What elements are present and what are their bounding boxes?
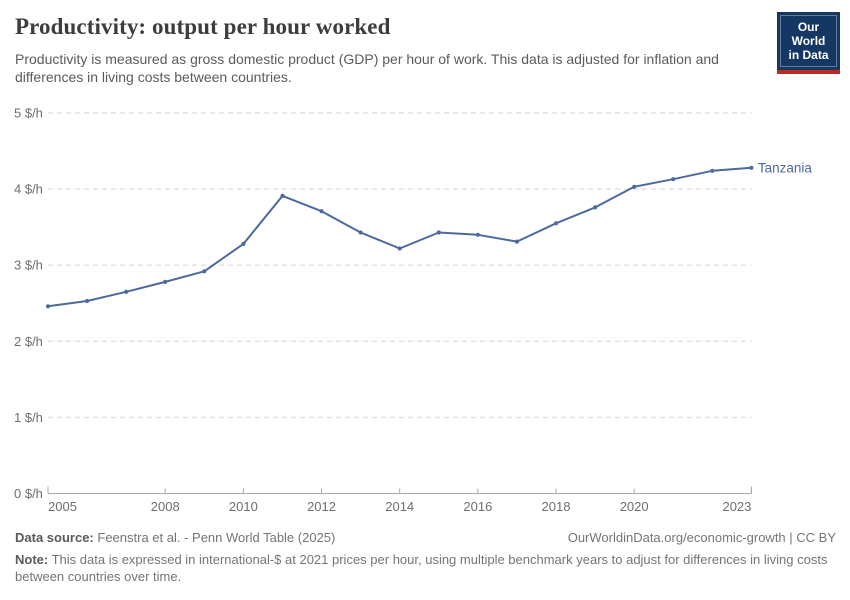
note-label: Note: [15, 552, 49, 567]
owid-logo-line1: Our World [791, 20, 826, 48]
note-row: Note: This data is expressed in internat… [15, 551, 836, 585]
y-axis-tick-label: 3 $/h [14, 258, 43, 273]
data-source: Data source: Feenstra et al. - Penn Worl… [15, 530, 335, 546]
note-text: This data is expressed in international-… [15, 552, 828, 584]
chart-footer: Data source: Feenstra et al. - Penn Worl… [15, 530, 836, 585]
data-point [671, 177, 676, 182]
data-point [553, 221, 559, 226]
y-axis-tick-label: 2 $/h [14, 334, 43, 349]
y-axis-tick-label: 0 $/h [14, 486, 43, 501]
data-point [514, 239, 520, 244]
owid-logo-text: Our World in Data [780, 15, 837, 67]
data-source-text: Feenstra et al. - Penn World Table (2025… [97, 530, 336, 545]
data-point [593, 205, 598, 210]
data-point [632, 184, 637, 189]
page-title: Productivity: output per hour worked [15, 14, 391, 39]
x-axis-tick-label: 2018 [542, 499, 571, 514]
x-axis-tick-label: 2008 [151, 499, 180, 514]
data-point [475, 232, 480, 237]
owid-logo-red-stripe [777, 70, 840, 74]
data-point [749, 165, 754, 170]
data-point [241, 241, 246, 246]
y-axis-tick-label: 5 $/h [14, 106, 43, 121]
series-label: Tanzania [758, 160, 813, 175]
y-axis-tick-label: 4 $/h [14, 182, 43, 197]
credit-text: OurWorldinData.org/economic-growth | CC … [567, 530, 836, 545]
data-point [397, 246, 402, 251]
x-axis-tick-label: 2020 [620, 499, 649, 514]
x-axis-tick-label: 2023 [722, 499, 751, 514]
data-point [163, 279, 168, 284]
data-point [280, 193, 285, 198]
data-point [358, 230, 363, 235]
y-axis-tick-label: 1 $/h [14, 410, 43, 425]
chart-area: 0 $/h 1 $/h 2 $/h 3 $/h 4 $/h 5 $/h 2005 2008 20… [0, 95, 850, 525]
data-point [124, 289, 129, 294]
data-point [436, 230, 441, 235]
x-axis-tick-label: 2010 [229, 499, 258, 514]
x-axis-tick-label: 2016 [463, 499, 492, 514]
source-row: Data source: Feenstra et al. - Penn Worl… [15, 530, 836, 546]
page-subtitle: Productivity is measured as gross domest… [15, 51, 719, 85]
owid-logo-line2: in Data [788, 48, 829, 62]
x-axis-tick-label: 2005 [48, 499, 77, 514]
data-point [319, 209, 324, 214]
x-axis-tick-label: 2012 [307, 499, 336, 514]
x-axis-tick-label: 2014 [385, 499, 414, 514]
data-point [85, 298, 90, 304]
data-point [710, 168, 715, 173]
data-source-label: Data source: [15, 530, 94, 545]
line-chart-svg: 0 $/h 1 $/h 2 $/h 3 $/h 4 $/h 5 $/h 2005 2008 20… [14, 106, 813, 515]
data-point [45, 304, 51, 309]
data-point [202, 269, 207, 274]
owid-logo: Our World in Data [777, 12, 840, 74]
